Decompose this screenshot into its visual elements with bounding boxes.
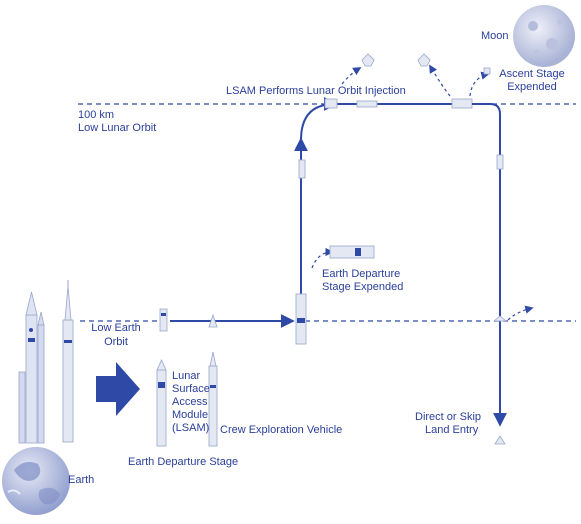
entry-label-line2: Land Entry [425,424,479,436]
expended-eds-icon [329,245,375,259]
llo-label-line2: Low Lunar Orbit [78,122,157,134]
landing-capsule-icon [494,435,506,445]
lunar-ascent-path [429,64,451,97]
lsam-label-line5: (LSAM) [172,422,210,434]
heavy-lift-launch-vehicle-icon [18,291,45,444]
lander-icon [361,53,431,67]
eds-label: Earth Departure Stage [128,456,239,468]
loi-label: LSAM Performs Lunar Orbit Injection [226,85,406,97]
entry-label-line1: Direct or Skip [415,411,482,423]
ascent-stage-icon [483,67,491,75]
lsam-orbit-icons [324,98,473,109]
service-module-jettison-path [507,305,534,321]
lunar-descent-path [341,67,362,85]
earth-icon [2,447,70,515]
tli-stack-icon [295,159,307,345]
eds-expended-label-line2: Stage Expended [322,281,404,293]
trans-earth-injection-path [472,103,507,427]
cev-label: Crew Exploration Vehicle [220,424,343,436]
lsam-label-line3: Access [172,396,208,408]
ascent-stage-expended-path [469,71,490,97]
ascent-label-line2: Expended [507,81,557,93]
lsam-label-line2: Surface [172,383,210,395]
leo-stack-icon [159,308,218,332]
llo-label-line1: 100 km [78,109,115,121]
crew-launch-vehicle-icon [62,280,74,443]
eds-expended-path [311,247,334,269]
moon-label: Moon [481,30,509,42]
ascent-label-line1: Ascent Stage [499,68,565,80]
leo-label-line2: Orbit [104,336,128,348]
entry-capsule-icon [492,315,508,322]
lsam-label-line4: Module [172,409,209,421]
earth-departure-stage-icon [156,359,167,447]
cev-return-icon [496,154,504,170]
moon-icon [513,5,575,67]
lsam-label-line1: Lunar [172,370,201,382]
earth-label: Earth [68,474,95,486]
transition-arrow-icon [96,362,140,416]
crew-exploration-vehicle-icon [208,351,218,447]
leo-label-line1: Low Earth [91,322,141,334]
lunar-orbit-insertion-curve [300,97,338,141]
eds-expended-label-line1: Earth Departure [322,268,401,280]
